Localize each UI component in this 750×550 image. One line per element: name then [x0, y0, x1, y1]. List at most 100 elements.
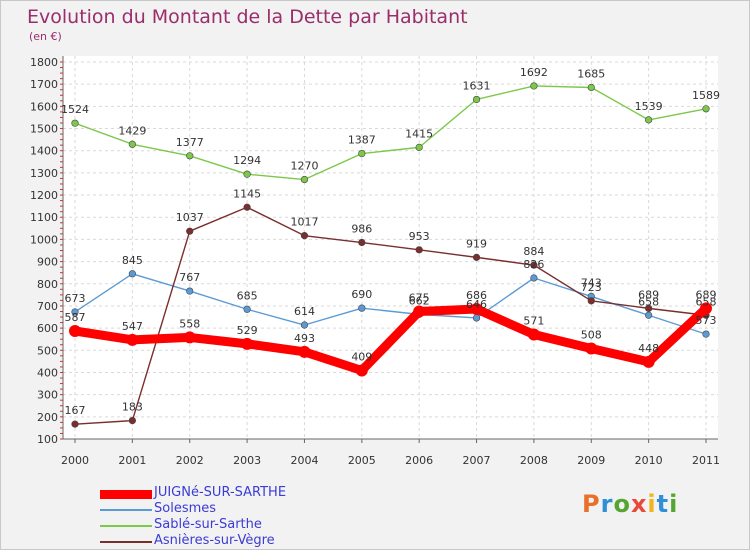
data-label-solesmes: 673	[65, 292, 86, 305]
series-line-solesmes	[74, 273, 707, 335]
data-point-sabl-sur-sarthe	[71, 119, 79, 127]
data-point-sabl-sur-sarthe	[530, 82, 538, 90]
data-label-solesmes: 767	[179, 271, 200, 284]
data-point-asni-res-sur-v-gre	[300, 232, 309, 240]
data-point-juign-sur-sarthe	[642, 355, 655, 368]
data-point-juign-sur-sarthe	[527, 328, 540, 341]
data-label-sabl-sur-sarthe: 1524	[61, 103, 89, 116]
data-point-sabl-sur-sarthe	[128, 140, 136, 148]
data-point-solesmes	[530, 274, 538, 282]
x-tick-label: 2007	[463, 454, 491, 467]
legend-label: Solesmes	[154, 501, 217, 516]
y-tick-label: 200	[37, 411, 58, 424]
logo-letter: r	[600, 490, 614, 518]
data-point-solesmes	[128, 270, 136, 278]
x-tick-label: 2008	[520, 454, 548, 467]
data-label-sabl-sur-sarthe: 1692	[520, 66, 548, 79]
data-label-solesmes: 662	[409, 294, 430, 307]
data-label-asni-res-sur-v-gre: 183	[122, 401, 143, 414]
data-point-asni-res-sur-v-gre	[587, 297, 595, 305]
y-tick-label: 1500	[30, 123, 58, 136]
legend-swatch	[100, 525, 152, 527]
data-point-solesmes	[186, 287, 194, 295]
chart-title: Evolution du Montant de la Dette par Hab…	[27, 6, 468, 28]
data-point-juign-sur-sarthe	[241, 337, 254, 350]
data-point-sabl-sur-sarthe	[702, 105, 710, 113]
data-point-solesmes	[300, 321, 309, 329]
data-point-asni-res-sur-v-gre	[128, 416, 136, 425]
data-point-juign-sur-sarthe	[700, 302, 712, 315]
data-label-juign-sur-sarthe: 587	[65, 311, 86, 324]
data-point-solesmes	[243, 305, 251, 313]
y-tick-label: 900	[37, 256, 58, 269]
legend-label: Sablé-sur-Sarthe	[154, 517, 262, 532]
data-point-asni-res-sur-v-gre	[358, 238, 366, 247]
logo-letter: P	[582, 490, 601, 518]
x-tick-label: 2001	[118, 454, 146, 467]
data-point-solesmes	[472, 314, 481, 322]
data-label-sabl-sur-sarthe: 1415	[405, 127, 433, 140]
data-label-solesmes: 826	[523, 258, 544, 271]
data-point-sabl-sur-sarthe	[587, 83, 595, 92]
logo-letter: x	[630, 490, 648, 518]
data-point-juign-sur-sarthe	[298, 345, 311, 358]
data-label-asni-res-sur-v-gre: 167	[65, 404, 86, 417]
data-point-sabl-sur-sarthe	[645, 116, 653, 124]
data-label-solesmes: 614	[294, 305, 315, 318]
data-label-juign-sur-sarthe: 448	[638, 342, 659, 355]
y-tick-label: 300	[37, 389, 58, 402]
x-tick-label: 2009	[577, 454, 605, 467]
data-point-juign-sur-sarthe	[183, 331, 196, 344]
data-label-solesmes: 743	[581, 276, 602, 289]
data-point-asni-res-sur-v-gre	[530, 261, 538, 269]
data-label-sabl-sur-sarthe: 1539	[635, 100, 663, 113]
data-label-juign-sur-sarthe: 689	[696, 288, 717, 301]
x-tick-label: 2002	[176, 454, 204, 467]
data-label-sabl-sur-sarthe: 1685	[577, 68, 605, 81]
legend-swatch	[100, 541, 152, 543]
data-point-asni-res-sur-v-gre	[186, 227, 194, 235]
data-label-asni-res-sur-v-gre: 1017	[290, 216, 318, 229]
data-label-asni-res-sur-v-gre: 1145	[233, 187, 261, 200]
y-tick-label: 1100	[30, 211, 58, 224]
x-tick-label: 2006	[405, 454, 433, 467]
legend-label: Asnières-sur-Vègre	[154, 533, 275, 548]
data-label-solesmes: 573	[696, 314, 717, 327]
data-label-asni-res-sur-v-gre: 884	[523, 245, 544, 258]
x-tick-label: 2005	[348, 454, 376, 467]
data-label-asni-res-sur-v-gre: 1037	[176, 211, 204, 224]
data-point-solesmes	[358, 304, 366, 312]
x-tick-label: 2003	[233, 454, 261, 467]
data-label-sabl-sur-sarthe: 1377	[176, 136, 204, 149]
x-tick-label: 2011	[692, 454, 720, 467]
data-label-juign-sur-sarthe: 686	[466, 289, 487, 302]
data-label-asni-res-sur-v-gre: 986	[351, 223, 372, 236]
data-point-sabl-sur-sarthe	[415, 143, 423, 151]
logo-letter: o	[613, 490, 631, 518]
data-label-sabl-sur-sarthe: 1294	[233, 154, 261, 167]
data-label-juign-sur-sarthe: 493	[294, 332, 315, 345]
x-tick-label: 2004	[290, 454, 318, 467]
data-label-asni-res-sur-v-gre: 658	[696, 295, 717, 308]
data-point-juign-sur-sarthe	[470, 303, 483, 316]
data-point-sabl-sur-sarthe	[186, 152, 194, 160]
data-label-asni-res-sur-v-gre: 689	[638, 288, 659, 301]
data-label-juign-sur-sarthe: 508	[581, 329, 602, 342]
data-label-sabl-sur-sarthe: 1270	[290, 160, 318, 173]
data-point-solesmes	[702, 330, 710, 338]
data-point-sabl-sur-sarthe	[472, 95, 481, 104]
data-label-juign-sur-sarthe: 409	[351, 350, 372, 363]
chart-subtitle: (en €)	[29, 30, 62, 43]
proxiti-logo: Proxiti	[582, 490, 678, 518]
data-label-juign-sur-sarthe: 571	[523, 315, 544, 328]
series-line-asni-res-sur-v-gre	[74, 206, 707, 425]
data-label-solesmes: 646	[466, 298, 487, 311]
data-label-solesmes: 685	[237, 289, 258, 302]
data-point-asni-res-sur-v-gre	[415, 246, 423, 254]
data-point-juign-sur-sarthe	[69, 325, 81, 338]
y-tick-label: 500	[37, 344, 58, 357]
y-tick-label: 600	[37, 322, 58, 335]
data-point-asni-res-sur-v-gre	[645, 304, 653, 312]
data-point-solesmes	[645, 311, 653, 319]
